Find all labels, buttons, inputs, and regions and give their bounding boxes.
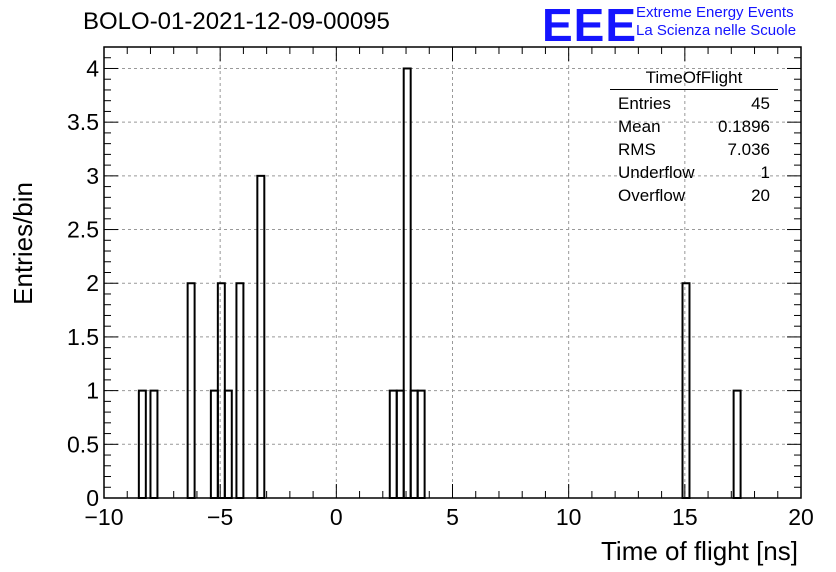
x-tick-label: 0 [330, 504, 343, 530]
grid-lines [103, 47, 802, 499]
x-tick-label: −5 [207, 504, 233, 530]
x-axis-label: Time of flight [ns] [601, 536, 798, 566]
stats-row: Mean 0.1896 [610, 115, 778, 138]
y-tick-label: 2 [86, 270, 99, 296]
stats-label: Entries [618, 94, 671, 113]
logo-line-1: Extreme Energy Events [636, 4, 794, 21]
logo-line-2: La Scienza nelle Scuole [636, 22, 797, 39]
x-tick-label: −10 [84, 504, 123, 530]
y-tick-labels: 0 0.5 1 1.5 2 2.5 3 3.5 4 [67, 55, 99, 511]
x-tick-labels: −10 −5 0 5 10 15 20 [84, 504, 813, 530]
stats-title: TimeOfFlight [610, 68, 778, 90]
stats-label: RMS [618, 140, 656, 159]
stats-row: Overflow 20 [610, 184, 778, 207]
y-tick-label: 3.5 [67, 109, 99, 135]
y-tick-label: 1.5 [67, 324, 99, 350]
x-tick-label: 15 [672, 504, 698, 530]
stats-row: Entries 45 [610, 92, 778, 115]
stats-value: 7.036 [727, 140, 770, 159]
stats-value: 45 [751, 94, 770, 113]
stats-box: TimeOfFlight Entries 45 Mean 0.1896 RMS … [610, 68, 778, 207]
x-tick-label: 20 [788, 504, 814, 530]
axis-ticks [103, 46, 802, 499]
eee-logo: EEE [542, 0, 638, 51]
stats-label: Overflow [618, 186, 686, 205]
stats-value: 1 [760, 163, 770, 182]
stats-row: Underflow 1 [610, 161, 778, 184]
y-axis-label: Entries/bin [8, 182, 38, 305]
chart-title: BOLO-01-2021-12-09-00095 [83, 8, 390, 35]
stats-row: RMS 7.036 [610, 138, 778, 161]
x-tick-label: 5 [446, 504, 459, 530]
stats-value: 20 [751, 186, 770, 205]
x-tick-label: 10 [556, 504, 582, 530]
logo-caption: Extreme Energy Events La Scienza nelle S… [636, 4, 796, 40]
stats-label: Mean [618, 117, 661, 136]
stats-value: 0.1896 [718, 117, 770, 136]
y-tick-label: 1 [86, 378, 99, 404]
y-tick-label: 3 [86, 163, 99, 189]
y-tick-label: 4 [86, 55, 99, 81]
stats-label: Underflow [618, 163, 695, 182]
y-tick-label: 0.5 [67, 431, 99, 457]
y-tick-label: 2.5 [67, 217, 99, 243]
y-tick-label: 0 [86, 485, 99, 511]
